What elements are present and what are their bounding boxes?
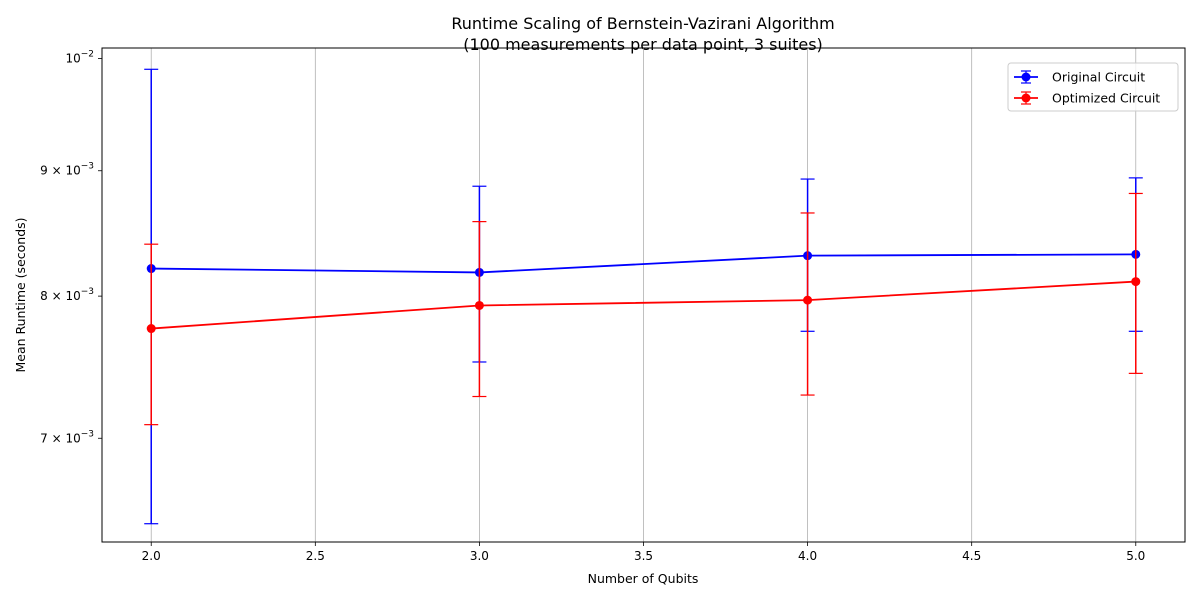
chart-title: Runtime Scaling of Bernstein-Vazirani Al… [451, 14, 834, 33]
series-line [151, 280, 1136, 330]
legend-label: Optimized Circuit [1052, 91, 1160, 106]
legend-entry: Optimized Circuit [1014, 91, 1160, 106]
x-tick-label: 4.0 [798, 549, 817, 563]
data-point [474, 300, 484, 310]
data-point [803, 295, 813, 305]
y-tick-label: 10−2 [65, 50, 94, 66]
plot-frame [101, 47, 1186, 543]
y-axis-label: Mean Runtime (seconds) [13, 217, 28, 372]
legend-box [1007, 62, 1179, 112]
series-2 [144, 192, 1143, 426]
data-point [146, 324, 156, 334]
y-tick-label: 7 × 10−3 [40, 429, 94, 445]
x-tick-label: 3.0 [470, 549, 489, 563]
x-tick-label: 4.5 [962, 549, 981, 563]
x-tick-label: 5.0 [1126, 549, 1145, 563]
series-line [151, 253, 1136, 274]
grid [150, 48, 1137, 542]
legend-swatch-marker [1021, 93, 1031, 103]
y-axis: 7 × 10−3 8 × 10−3 9 × 10−3 10−2 [40, 50, 102, 445]
data-point [1131, 277, 1141, 287]
x-tick-label: 3.5 [634, 549, 653, 563]
y-tick-label: 9 × 10−3 [40, 162, 94, 178]
x-axis-label: Number of Qubits [588, 571, 699, 586]
chart-subtitle: (100 measurements per data point, 3 suit… [463, 35, 823, 54]
legend-entry: Original Circuit [1014, 70, 1145, 85]
y-tick-label: 8 × 10−3 [40, 287, 94, 303]
x-axis: 2.0 2.5 3.0 3.5 4.0 4.5 5.0 [142, 542, 1145, 563]
plot-series [144, 68, 1143, 525]
legend-swatch-marker [1021, 72, 1031, 82]
x-tick-label: 2.5 [306, 549, 325, 563]
legend: Original Circuit Optimized Circuit [1007, 62, 1179, 112]
x-tick-label: 2.0 [142, 549, 161, 563]
legend-label: Original Circuit [1052, 70, 1145, 85]
